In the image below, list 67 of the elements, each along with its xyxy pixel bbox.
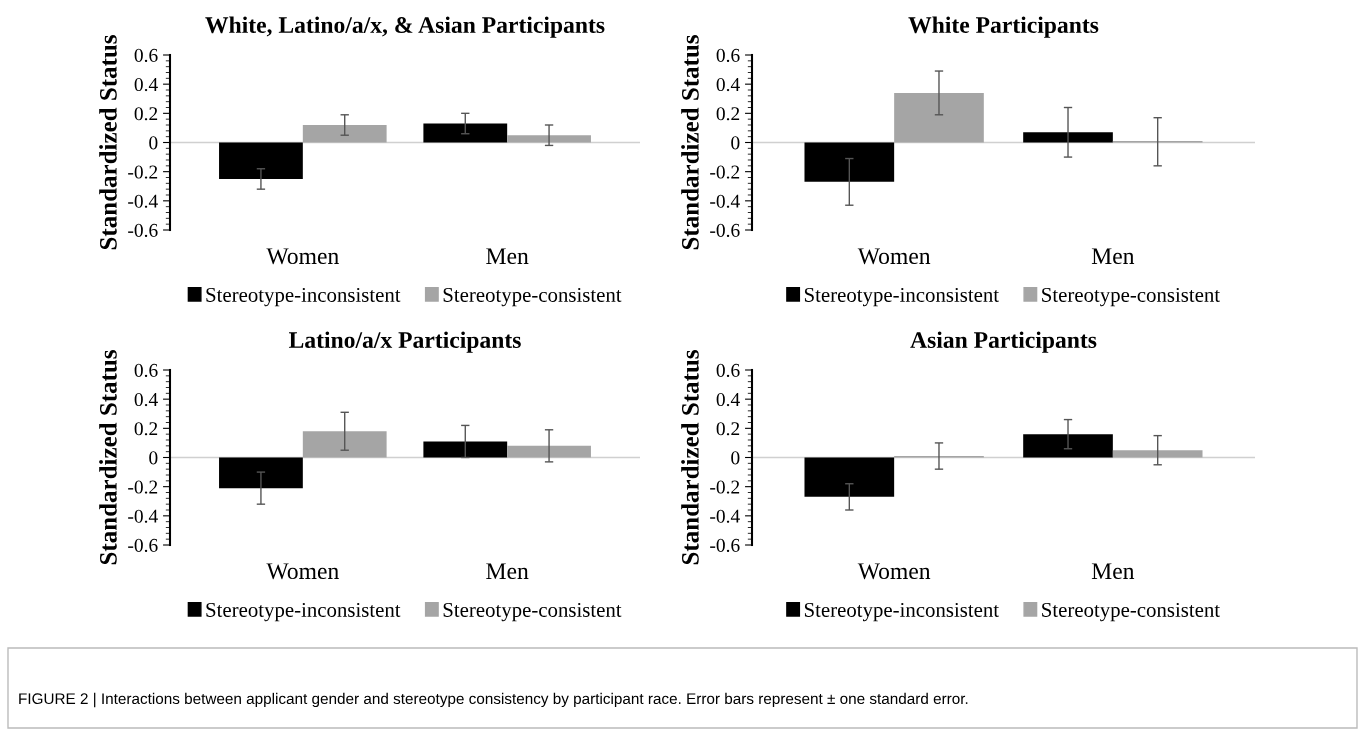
y-axis-title: Standardized Status — [681, 350, 699, 565]
x-tick-label: Men — [486, 248, 529, 265]
bar — [804, 457, 895, 497]
legend-label: Stereotype-inconsistent — [804, 602, 999, 622]
y-tick-label: 0.6 — [134, 48, 158, 63]
y-axis-title: Standardized Status — [99, 35, 117, 250]
y-tick-label: -0.2 — [128, 165, 158, 179]
y-tick-label: 0.6 — [716, 363, 740, 378]
caption: FIGURE 2 | Interactions between applicant gender and stereotype consistency by participant race. Error bars represent ± one standard error. — [19, 692, 968, 708]
legend-label: Stereotype-inconsistent — [206, 602, 401, 622]
chart-title: White, Latino/a/x, & Asian Participants — [205, 16, 605, 38]
bar — [804, 142, 895, 182]
chart-title: White Participants — [908, 16, 1099, 38]
y-tick-label: 0 — [149, 451, 158, 465]
y-tick-label: -0.2 — [710, 480, 740, 494]
y-axis-title: Standardized Status — [681, 35, 699, 250]
x-tick-label: Women — [857, 563, 931, 580]
chart-title: Asian Participants — [910, 331, 1097, 353]
bar — [219, 142, 303, 179]
bar — [1112, 450, 1203, 458]
legend-label: Stereotype-consistent — [443, 287, 622, 307]
y-tick-label: 0.2 — [716, 422, 740, 436]
y-tick-label: 0.4 — [716, 77, 740, 92]
bar — [1023, 132, 1113, 143]
y-tick-label: 0.2 — [716, 107, 740, 121]
legend-label: Stereotype-consistent — [1042, 602, 1220, 622]
y-tick-label: -0.4 — [128, 194, 158, 208]
bar — [423, 441, 508, 458]
y-tick-label: -0.6 — [710, 538, 740, 553]
y-axis-title: Standardized Status — [99, 350, 117, 565]
x-tick-label: Women — [857, 248, 931, 265]
x-tick-label: Men — [1091, 248, 1135, 265]
y-tick-label: 0.4 — [134, 77, 158, 92]
y-tick-label: 0.4 — [716, 392, 740, 407]
bar — [219, 457, 303, 489]
chart-title: Latino/a/x Participants — [288, 331, 521, 353]
y-tick-label: 0.2 — [134, 107, 158, 121]
y-tick-label: -0.2 — [128, 480, 158, 494]
y-tick-label: 0 — [731, 451, 740, 465]
bar — [507, 135, 591, 143]
bar — [894, 92, 984, 143]
bar — [1023, 434, 1113, 458]
y-tick-label: 0.6 — [134, 363, 158, 378]
y-tick-label: 0 — [731, 136, 740, 150]
y-tick-label: -0.6 — [128, 223, 158, 238]
legend-label: Stereotype-inconsistent — [804, 287, 999, 307]
bar — [302, 125, 387, 143]
y-tick-label: 0 — [149, 136, 158, 150]
bar — [423, 123, 508, 143]
y-tick-label: -0.4 — [710, 194, 740, 208]
x-tick-label: Men — [1091, 563, 1135, 580]
x-tick-label: Women — [266, 248, 339, 265]
bar — [302, 431, 387, 458]
legend-label: Stereotype-consistent — [1042, 287, 1220, 307]
y-tick-label: -0.2 — [710, 165, 740, 179]
y-tick-label: 0.2 — [134, 422, 158, 436]
y-tick-label: -0.4 — [128, 509, 158, 523]
y-tick-label: 0.4 — [134, 392, 158, 407]
y-tick-label: 0.6 — [716, 48, 740, 63]
x-tick-label: Women — [266, 563, 339, 580]
y-tick-label: -0.4 — [710, 509, 740, 523]
y-tick-label: -0.6 — [128, 538, 158, 553]
bar — [507, 445, 591, 458]
y-tick-label: -0.6 — [710, 223, 740, 238]
x-tick-label: Men — [486, 563, 529, 580]
legend-label: Stereotype-inconsistent — [206, 287, 401, 307]
legend-label: Stereotype-consistent — [443, 602, 622, 622]
